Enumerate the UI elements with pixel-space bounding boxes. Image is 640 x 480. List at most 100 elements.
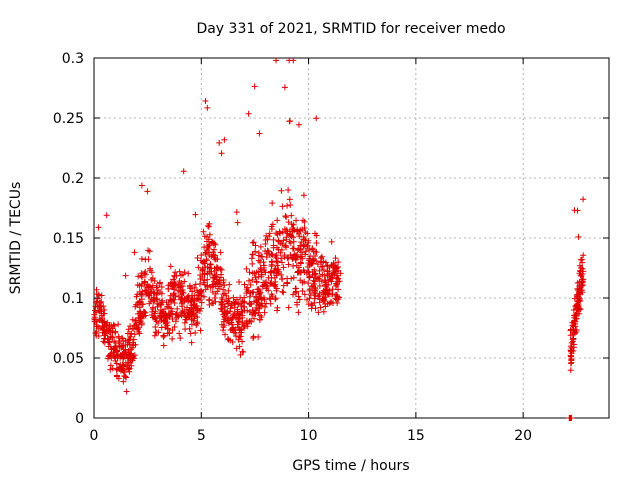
data-point bbox=[573, 326, 580, 333]
data-point bbox=[308, 305, 315, 312]
data-point bbox=[267, 300, 274, 307]
data-point bbox=[316, 276, 323, 283]
data-points bbox=[91, 57, 587, 421]
data-point bbox=[567, 360, 574, 367]
data-point bbox=[295, 231, 302, 237]
data-point bbox=[572, 311, 579, 318]
data-point bbox=[219, 301, 226, 308]
data-point bbox=[233, 345, 240, 352]
data-point bbox=[206, 301, 213, 308]
data-point bbox=[300, 267, 307, 274]
data-point bbox=[175, 313, 182, 320]
data-point bbox=[578, 272, 585, 279]
data-point bbox=[136, 282, 143, 289]
data-point bbox=[258, 302, 265, 309]
data-point bbox=[283, 234, 290, 241]
data-point bbox=[305, 301, 312, 308]
data-point bbox=[296, 296, 303, 303]
data-point bbox=[252, 242, 259, 249]
data-point bbox=[151, 278, 158, 285]
data-point bbox=[133, 324, 140, 331]
data-point bbox=[290, 234, 297, 241]
data-point bbox=[204, 104, 211, 111]
data-point bbox=[272, 295, 279, 302]
data-point bbox=[567, 347, 574, 354]
data-point bbox=[252, 248, 259, 255]
data-point bbox=[109, 329, 116, 336]
data-point bbox=[300, 192, 307, 199]
data-point bbox=[320, 266, 327, 273]
data-point bbox=[93, 286, 100, 293]
data-point bbox=[205, 249, 212, 256]
data-point bbox=[330, 260, 337, 267]
x-tick-label: 5 bbox=[197, 428, 206, 444]
data-point bbox=[580, 252, 587, 259]
data-point bbox=[567, 352, 574, 359]
data-point bbox=[283, 214, 290, 221]
data-point bbox=[336, 278, 343, 285]
data-point bbox=[188, 316, 195, 323]
data-point bbox=[176, 268, 183, 275]
data-point bbox=[249, 251, 256, 258]
data-point bbox=[113, 373, 120, 380]
data-point bbox=[128, 330, 135, 337]
data-point bbox=[322, 287, 329, 294]
data-point bbox=[94, 295, 101, 302]
data-point bbox=[333, 281, 340, 288]
data-point bbox=[280, 264, 287, 271]
data-point bbox=[253, 269, 260, 276]
data-point bbox=[573, 305, 580, 312]
x-tick-label: 10 bbox=[300, 428, 318, 444]
data-point bbox=[195, 264, 202, 271]
data-point bbox=[208, 253, 215, 260]
data-point bbox=[171, 299, 178, 306]
data-point bbox=[146, 265, 153, 272]
data-point bbox=[251, 310, 258, 317]
data-point bbox=[278, 276, 285, 283]
data-point bbox=[147, 284, 154, 291]
data-point bbox=[302, 237, 309, 244]
data-point bbox=[217, 249, 224, 256]
data-point bbox=[269, 251, 276, 258]
x-tick-label: 20 bbox=[514, 428, 532, 444]
data-point bbox=[113, 360, 120, 367]
data-point bbox=[574, 285, 581, 292]
chart-title: Day 331 of 2021, SRMTID for receiver med… bbox=[196, 21, 505, 37]
data-point bbox=[205, 223, 212, 230]
data-point bbox=[220, 327, 227, 334]
data-point bbox=[322, 303, 329, 310]
data-point bbox=[249, 260, 256, 267]
data-point bbox=[324, 263, 331, 270]
data-point bbox=[158, 290, 165, 297]
data-point bbox=[201, 260, 208, 267]
data-point bbox=[193, 287, 200, 294]
data-point bbox=[261, 262, 268, 269]
data-point bbox=[137, 272, 144, 279]
data-point bbox=[268, 223, 275, 230]
data-point bbox=[138, 301, 145, 308]
data-point bbox=[241, 322, 248, 329]
data-point bbox=[269, 259, 276, 266]
data-point bbox=[221, 282, 228, 289]
data-point bbox=[166, 330, 173, 337]
data-point bbox=[574, 279, 581, 286]
x-axis-label: GPS time / hours bbox=[292, 458, 409, 474]
data-point bbox=[162, 306, 169, 313]
data-point bbox=[211, 246, 218, 253]
data-point bbox=[268, 291, 275, 298]
data-point bbox=[275, 268, 282, 275]
data-point bbox=[329, 263, 336, 270]
data-point bbox=[266, 295, 273, 302]
data-point bbox=[107, 366, 114, 373]
data-point bbox=[171, 290, 178, 297]
data-point bbox=[167, 305, 174, 312]
data-point bbox=[218, 150, 225, 157]
data-point bbox=[274, 217, 281, 224]
data-point bbox=[138, 270, 145, 277]
data-point bbox=[121, 349, 128, 356]
data-point bbox=[120, 378, 127, 385]
axis-ticks: 0 5 10 15 20 0 0.05 0.1 0.15 0.2 0.25 0.3 bbox=[53, 51, 609, 444]
data-point bbox=[211, 294, 218, 301]
data-point bbox=[332, 282, 339, 289]
data-point bbox=[291, 227, 298, 234]
